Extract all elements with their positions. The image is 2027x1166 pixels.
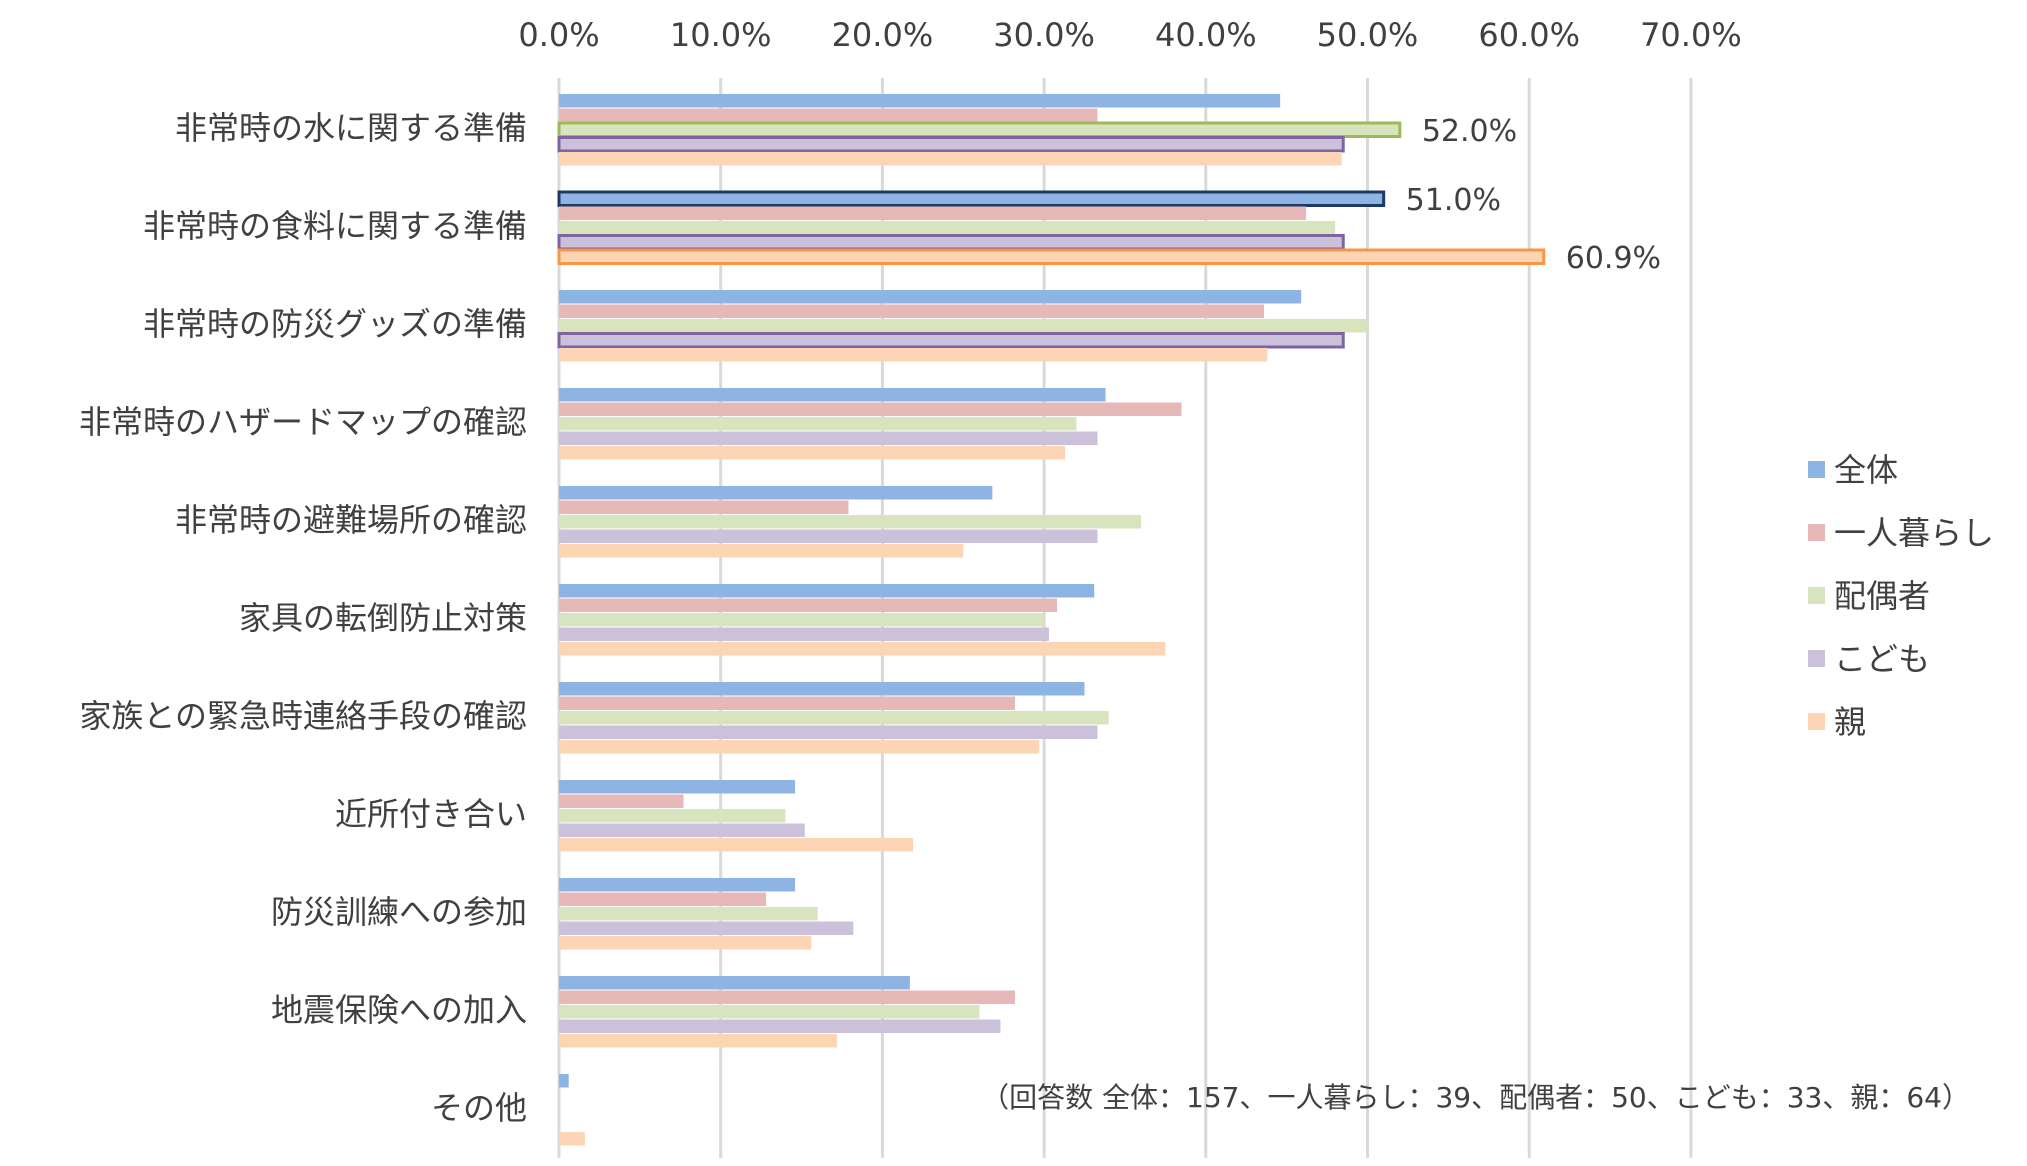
category-label: 近所付き合い (335, 795, 527, 833)
x-tick-label: 10.0% (670, 16, 772, 54)
bar (559, 921, 854, 935)
bars (557, 94, 1546, 1146)
bar (559, 152, 1342, 166)
bar (559, 1132, 585, 1146)
legend-swatch (1808, 587, 1825, 604)
bar (559, 446, 1066, 460)
category-label: 家具の転倒防止対策 (239, 599, 527, 637)
bar (559, 1019, 1001, 1033)
legend-swatch (1808, 461, 1825, 478)
bar (559, 598, 1058, 612)
x-tick-label: 50.0% (1317, 16, 1419, 54)
category-label: その他 (431, 1089, 527, 1127)
category-label: 家族との緊急時連絡手段の確認 (79, 697, 527, 735)
x-tick-label: 30.0% (993, 16, 1095, 54)
bar (559, 304, 1265, 318)
bar (559, 809, 786, 823)
legend-swatch (1808, 650, 1825, 667)
bar (559, 402, 1182, 416)
bar (559, 1074, 569, 1088)
x-axis-ticks: 0.0% 10.0% 20.0% 30.0% 40.0% 50.0% 60.0% 70.0% (518, 16, 1741, 54)
bar (559, 936, 812, 950)
legend-label: こども (1834, 640, 1930, 678)
bar (559, 838, 914, 852)
bar (559, 206, 1307, 220)
bar (559, 94, 1281, 108)
data-label: 52.0% (1422, 114, 1517, 149)
legend-label: 全体 (1834, 451, 1898, 489)
bar (559, 740, 1040, 754)
legend-label: 親 (1834, 703, 1866, 741)
bar (559, 682, 1085, 696)
category-label: 非常時のハザードマップの確認 (79, 403, 527, 441)
respondent-count-note: （回答数 全体：157、一人暮らし：39、配偶者：50、こども：33、親：64） (981, 1081, 1970, 1114)
bar (559, 319, 1368, 333)
bar (559, 221, 1336, 235)
bar (557, 121, 1402, 138)
data-labels: 52.0% 51.0% 60.9% (1406, 114, 1661, 276)
legend-label: 配偶者 (1834, 577, 1930, 615)
legend-swatch (1808, 524, 1825, 541)
bar (559, 976, 910, 990)
x-tick-label: 70.0% (1640, 16, 1742, 54)
bar (559, 1005, 980, 1019)
bar (559, 613, 1045, 627)
bar (557, 190, 1386, 207)
bar (559, 529, 1098, 543)
bar (559, 431, 1098, 445)
bar (559, 907, 818, 921)
bar (557, 248, 1546, 265)
bar (559, 584, 1095, 598)
category-label: 防災訓練への参加 (271, 893, 527, 931)
bar (559, 348, 1268, 362)
data-label: 51.0% (1406, 183, 1501, 218)
bar (557, 136, 1345, 153)
bar (559, 725, 1098, 739)
bar (559, 990, 1015, 1004)
legend-swatch (1808, 713, 1825, 730)
x-tick-label: 60.0% (1478, 16, 1580, 54)
legend-label: 一人暮らし (1834, 514, 1994, 552)
x-tick-label: 40.0% (1155, 16, 1257, 54)
bar (559, 515, 1142, 529)
x-tick-label: 0.0% (518, 16, 599, 54)
bar (559, 1034, 838, 1048)
category-label: 地震保険への加入 (271, 991, 527, 1029)
bar (559, 892, 766, 906)
bar (559, 388, 1106, 402)
bar (559, 780, 796, 794)
bar (559, 627, 1049, 641)
bar (559, 486, 993, 500)
bar (559, 794, 684, 808)
category-label: 非常時の水に関する準備 (175, 109, 527, 147)
bar (559, 711, 1109, 725)
bar (559, 878, 796, 892)
category-label: 非常時の避難場所の確認 (175, 501, 527, 539)
bar (557, 234, 1345, 251)
bar (559, 417, 1077, 431)
data-label: 60.9% (1566, 241, 1661, 276)
bar (559, 823, 805, 837)
bar (559, 696, 1015, 710)
bar (559, 500, 849, 514)
x-tick-label: 20.0% (832, 16, 934, 54)
category-labels: 非常時の水に関する準備非常時の食料に関する準備非常時の防災グッズの準備非常時のハ… (79, 109, 527, 1127)
bar (559, 290, 1302, 304)
category-label: 非常時の食料に関する準備 (143, 207, 527, 245)
bar (559, 108, 1098, 122)
bar (557, 332, 1345, 349)
bar (559, 544, 964, 558)
category-label: 非常時の防災グッズの準備 (143, 305, 527, 343)
bar (559, 642, 1166, 656)
